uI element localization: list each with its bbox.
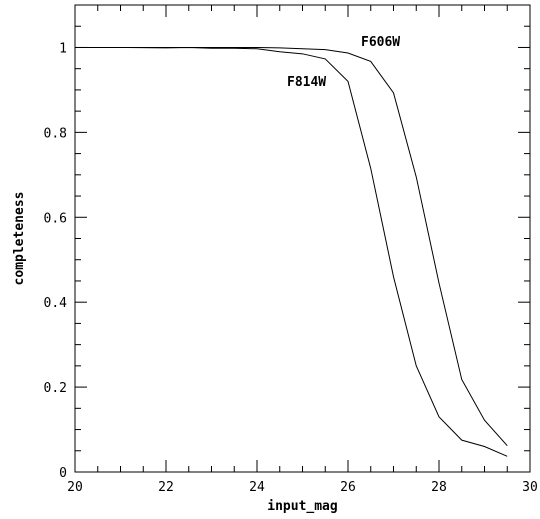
x-tick-label: 24 [249,480,265,495]
axis-tick-labels: 20 22 24 26 28 30 0 0.2 0.4 0.6 0.8 1 [44,41,538,495]
series-label-f814w: F814W [287,75,326,90]
series-line-f814w [75,46,508,457]
y-tick-label: 0.6 [44,211,67,226]
y-tick-label: 0.8 [44,126,67,141]
x-tick-label: 22 [158,480,174,495]
x-axis-title: input_mag [267,499,337,514]
x-tick-label: 20 [67,480,83,495]
x-tick-label: 30 [522,480,538,495]
y-tick-label: 0.4 [44,296,68,311]
y-tick-label: 1 [59,41,67,56]
x-tick-label: 28 [431,480,447,495]
series-lines [75,46,508,457]
x-tick-label: 26 [340,480,356,495]
series-label-f606w: F606W [361,35,400,50]
series-line-f606w [75,46,508,447]
y-tick-label: 0 [59,466,67,481]
y-axis-title: completeness [12,192,27,286]
y-tick-label: 0.2 [44,381,67,396]
